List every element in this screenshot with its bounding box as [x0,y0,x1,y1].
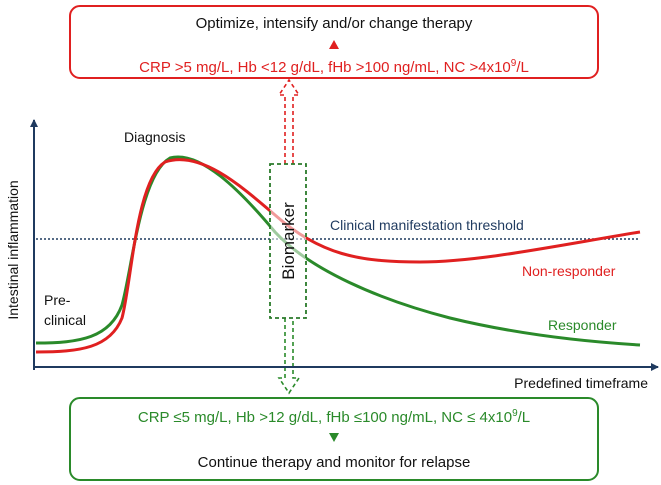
down-triangle-icon [329,433,339,442]
preclinical-label-line1: Pre- [44,292,71,308]
non-responder-label: Non-responder [522,263,616,279]
responder-curve [35,155,641,347]
x-axis-label: Predefined timeframe [514,375,648,391]
down-dashed-arrow [277,318,301,395]
preclinical-label-line2: clinical [44,312,86,328]
bottom-action-text: Continue therapy and monitor for relapse [198,454,471,471]
up-dashed-arrow [277,78,301,164]
y-axis-label: Intestinal inflammation [5,180,21,319]
diagnosis-label: Diagnosis [124,129,185,145]
up-triangle-icon [329,40,339,49]
threshold-label: Clinical manifestation threshold [330,217,524,233]
responder-label: Responder [548,317,617,333]
biomarker-box [269,163,307,319]
non-responder-curve [35,158,641,354]
biomarker-label: Biomarker [279,202,298,280]
bottom-criteria-text: CRP ≤5 mg/L, Hb >12 g/dL, fHb ≤100 ng/mL… [138,408,530,426]
top-criteria-text: CRP >5 mg/L, Hb <12 g/dL, fHb >100 ng/mL… [139,58,529,76]
top-action-text: Optimize, intensify and/or change therap… [196,15,473,32]
